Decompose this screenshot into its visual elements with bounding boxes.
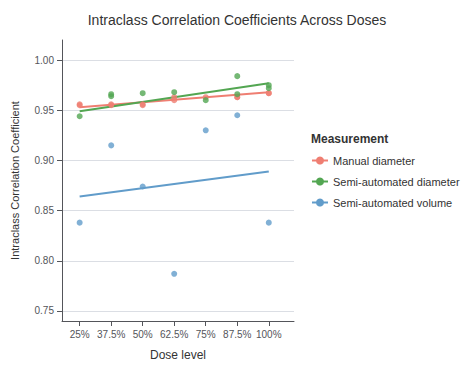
svg-text:100%: 100% [256, 329, 282, 340]
svg-text:87.5%: 87.5% [223, 329, 251, 340]
svg-text:0.75: 0.75 [35, 305, 55, 316]
svg-text:0.85: 0.85 [35, 205, 55, 216]
svg-text:0.95: 0.95 [35, 105, 55, 116]
svg-text:Intraclass Correlation Coeffic: Intraclass Correlation Coefficients Acro… [88, 12, 387, 28]
svg-text:75%: 75% [196, 329, 216, 340]
svg-text:25%: 25% [70, 329, 90, 340]
svg-text:Intraclass Correlation Coeffic: Intraclass Correlation Coefficient [9, 101, 21, 260]
svg-text:Measurement: Measurement [311, 132, 388, 146]
svg-text:0.80: 0.80 [35, 255, 55, 266]
svg-text:1.00: 1.00 [35, 55, 55, 66]
svg-text:Semi-automated volume: Semi-automated volume [333, 197, 452, 209]
svg-text:0.90: 0.90 [35, 155, 55, 166]
svg-text:Semi-automated diameter: Semi-automated diameter [333, 176, 460, 188]
svg-text:50%: 50% [133, 329, 153, 340]
svg-text:Dose level: Dose level [150, 348, 206, 362]
svg-text:37.5%: 37.5% [97, 329, 125, 340]
svg-text:62.5%: 62.5% [160, 329, 188, 340]
svg-text:Manual diameter: Manual diameter [333, 155, 415, 167]
